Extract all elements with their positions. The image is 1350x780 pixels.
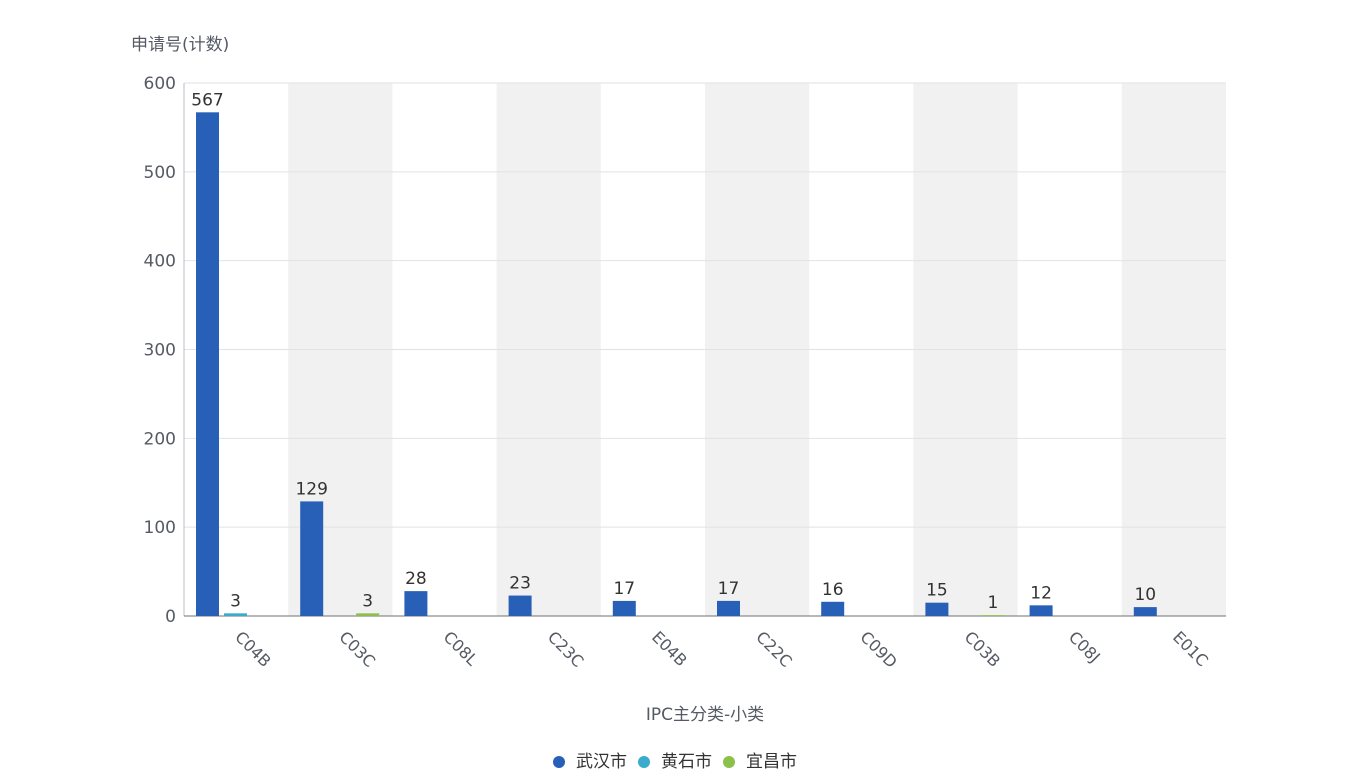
gridlines — [184, 82, 1226, 528]
data-label-c03c-series-1: 129 — [295, 479, 327, 499]
x-tick-label-c22c: C22C — [752, 627, 796, 671]
bar-c03c-series-1[interactable] — [300, 501, 324, 616]
data-label-e01c-series-1: 10 — [1134, 585, 1156, 605]
bar-c08l-series-1[interactable] — [404, 591, 428, 616]
bar-c03b-series-1[interactable] — [925, 602, 949, 616]
legend-label-yichang: 宜昌市 — [746, 752, 797, 772]
y-axis-tick-labels: 0 100 200 300 400 500 600 — [144, 74, 176, 627]
bar-c08j-series-1[interactable] — [1029, 605, 1053, 616]
legend-label-wuhan: 武汉市 — [576, 752, 627, 772]
data-label-c22c-series-1: 17 — [718, 579, 740, 599]
bar-c04b-series-2[interactable] — [224, 613, 247, 616]
bar-e01c-series-1[interactable] — [1133, 607, 1157, 616]
y-axis-title: 申请号(计数) — [131, 35, 229, 55]
x-axis-tick-labels: C04B C03C C08L C23C E04B C22C C09D C03B C08J E01C — [231, 627, 1212, 671]
legend-label-huangshi: 黄石市 — [661, 752, 712, 772]
bar-c09d-series-1[interactable] — [821, 601, 845, 616]
x-tick-label-e01c: E01C — [1169, 627, 1212, 670]
x-axis-title: IPC主分类-小类 — [646, 705, 764, 725]
y-tick-label-600: 600 — [144, 74, 176, 94]
bar-c03c-series-3[interactable] — [356, 613, 380, 616]
y-tick-label-200: 200 — [144, 429, 176, 449]
y-tick-label-0: 0 — [165, 607, 176, 627]
data-label-c03c-series-3: 3 — [362, 591, 373, 611]
data-label-c03b-series-1: 15 — [926, 581, 948, 601]
bars — [196, 112, 1157, 616]
x-tick-label-c04b: C04B — [231, 627, 274, 670]
y-tick-label-100: 100 — [144, 518, 176, 538]
data-label-e04b-series-1: 17 — [613, 579, 635, 599]
legend-dot-wuhan — [553, 756, 565, 768]
x-tick-label-c08l: C08L — [440, 627, 482, 669]
x-tick-label-c09d: C09D — [856, 627, 900, 671]
y-tick-label-500: 500 — [144, 163, 176, 183]
data-label-c08j-series-1: 12 — [1030, 583, 1052, 603]
legend: 武汉市 黄石市 宜昌市 — [0, 750, 1350, 774]
data-label-c04b-series-2: 3 — [230, 591, 241, 611]
data-labels: 567 129 28 23 17 17 16 15 12 10 3 3 1 — [191, 90, 1156, 613]
x-tick-label-c03b: C03B — [961, 627, 1004, 670]
legend-item-huangshi[interactable]: 黄石市 — [638, 750, 712, 774]
bar-e04b-series-1[interactable] — [612, 600, 636, 616]
x-tick-label-c23c: C23C — [544, 627, 588, 671]
x-tick-label-c03c: C03C — [335, 627, 379, 671]
bar-c22c-series-1[interactable] — [717, 600, 740, 616]
legend-dot-huangshi — [638, 756, 650, 768]
x-tick-label-c08j: C08J — [1065, 627, 1104, 666]
x-tick-label-e04b: E04B — [648, 627, 691, 670]
data-label-c04b-series-1: 567 — [191, 90, 223, 110]
bar-c03b-series-3[interactable] — [981, 615, 1005, 616]
legend-item-wuhan[interactable]: 武汉市 — [553, 750, 627, 774]
legend-dot-yichang — [723, 756, 735, 768]
data-label-c08l-series-1: 28 — [405, 569, 427, 589]
bar-c04b-series-1[interactable] — [196, 112, 219, 616]
y-tick-label-400: 400 — [144, 252, 176, 272]
legend-item-yichang[interactable]: 宜昌市 — [723, 750, 797, 774]
y-tick-label-300: 300 — [144, 341, 176, 361]
data-label-c03b-series-3: 1 — [987, 593, 998, 613]
data-label-c23c-series-1: 23 — [509, 574, 531, 594]
bar-c23c-series-1[interactable] — [508, 595, 532, 616]
data-label-c09d-series-1: 16 — [822, 580, 844, 600]
